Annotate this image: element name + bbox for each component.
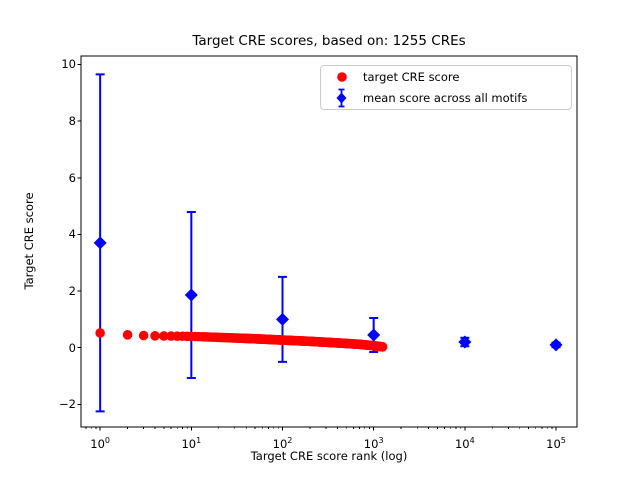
red-data-point <box>150 331 160 341</box>
blue-mean-point <box>367 328 381 342</box>
blue-mean-point <box>458 335 472 349</box>
red-data-point <box>122 330 133 340</box>
legend-label: target CRE score <box>363 70 460 84</box>
legend-label: mean score across all motifs <box>363 91 528 105</box>
x-axis-label: Target CRE score rank (log) <box>250 449 408 463</box>
red-data-point <box>138 330 149 341</box>
legend-item-target-cre-score: target CRE score <box>321 67 571 87</box>
blue-mean-point <box>549 338 563 352</box>
legend: target CRE score mean score across all m… <box>320 65 572 110</box>
axes-spines <box>80 55 578 428</box>
y-axis-label: Target CRE score <box>22 192 36 290</box>
blue-diamond-errorbar-marker-icon <box>321 88 363 108</box>
red-data-point <box>95 328 105 338</box>
red-data-point <box>377 342 388 352</box>
red-data-point <box>159 331 169 341</box>
blue-mean-point <box>93 236 107 250</box>
chart-title: Target CRE scores, based on: 1255 CREs <box>192 33 466 49</box>
blue-mean-point <box>184 288 198 302</box>
red-circle-marker-icon <box>321 71 363 83</box>
legend-item-mean-score: mean score across all motifs <box>321 88 571 108</box>
blue-mean-point <box>276 312 289 326</box>
